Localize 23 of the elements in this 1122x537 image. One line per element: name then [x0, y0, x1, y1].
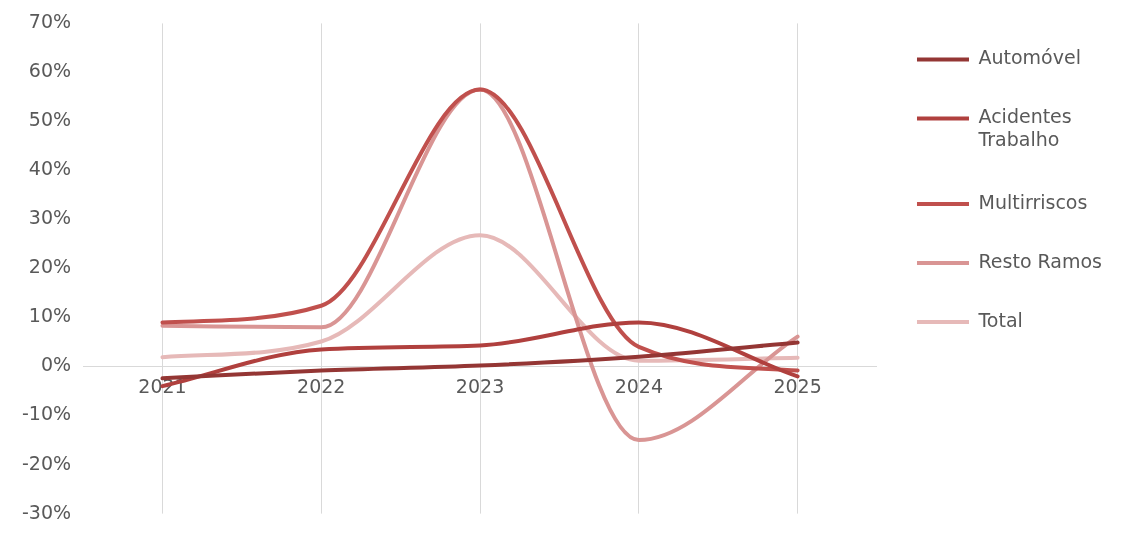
legend-label: Acidentes Trabalho	[977, 105, 1072, 151]
y-tick-label: 70%	[28, 10, 72, 33]
line-series	[160, 233, 800, 363]
y-tick-label: 40%	[28, 157, 72, 180]
x-tick-label: 2023	[455, 374, 505, 397]
legend-label: Total	[977, 309, 1023, 332]
x-tick-label: 2024	[614, 374, 663, 397]
y-tick-label: -20%	[21, 451, 72, 474]
y-tick-label: 20%	[28, 255, 72, 278]
legend-label: Resto Ramos	[978, 250, 1103, 273]
y-tick-label: 60%	[28, 59, 72, 82]
x-tick-label: 2022	[297, 374, 346, 397]
y-tick-label: -10%	[21, 402, 72, 425]
x-tick-label: 2025	[773, 374, 822, 397]
y-tick-label: -30%	[21, 500, 72, 523]
line-series	[160, 87, 800, 373]
y-tick-label: 0%	[40, 353, 72, 376]
legend-label: Multirriscos	[978, 191, 1088, 214]
line-series	[160, 340, 800, 381]
y-tick-label: 10%	[28, 304, 72, 327]
legend-label: Automóvel	[978, 46, 1081, 69]
y-tick-label: 30%	[28, 206, 72, 229]
y-tick-label: 50%	[28, 108, 72, 131]
